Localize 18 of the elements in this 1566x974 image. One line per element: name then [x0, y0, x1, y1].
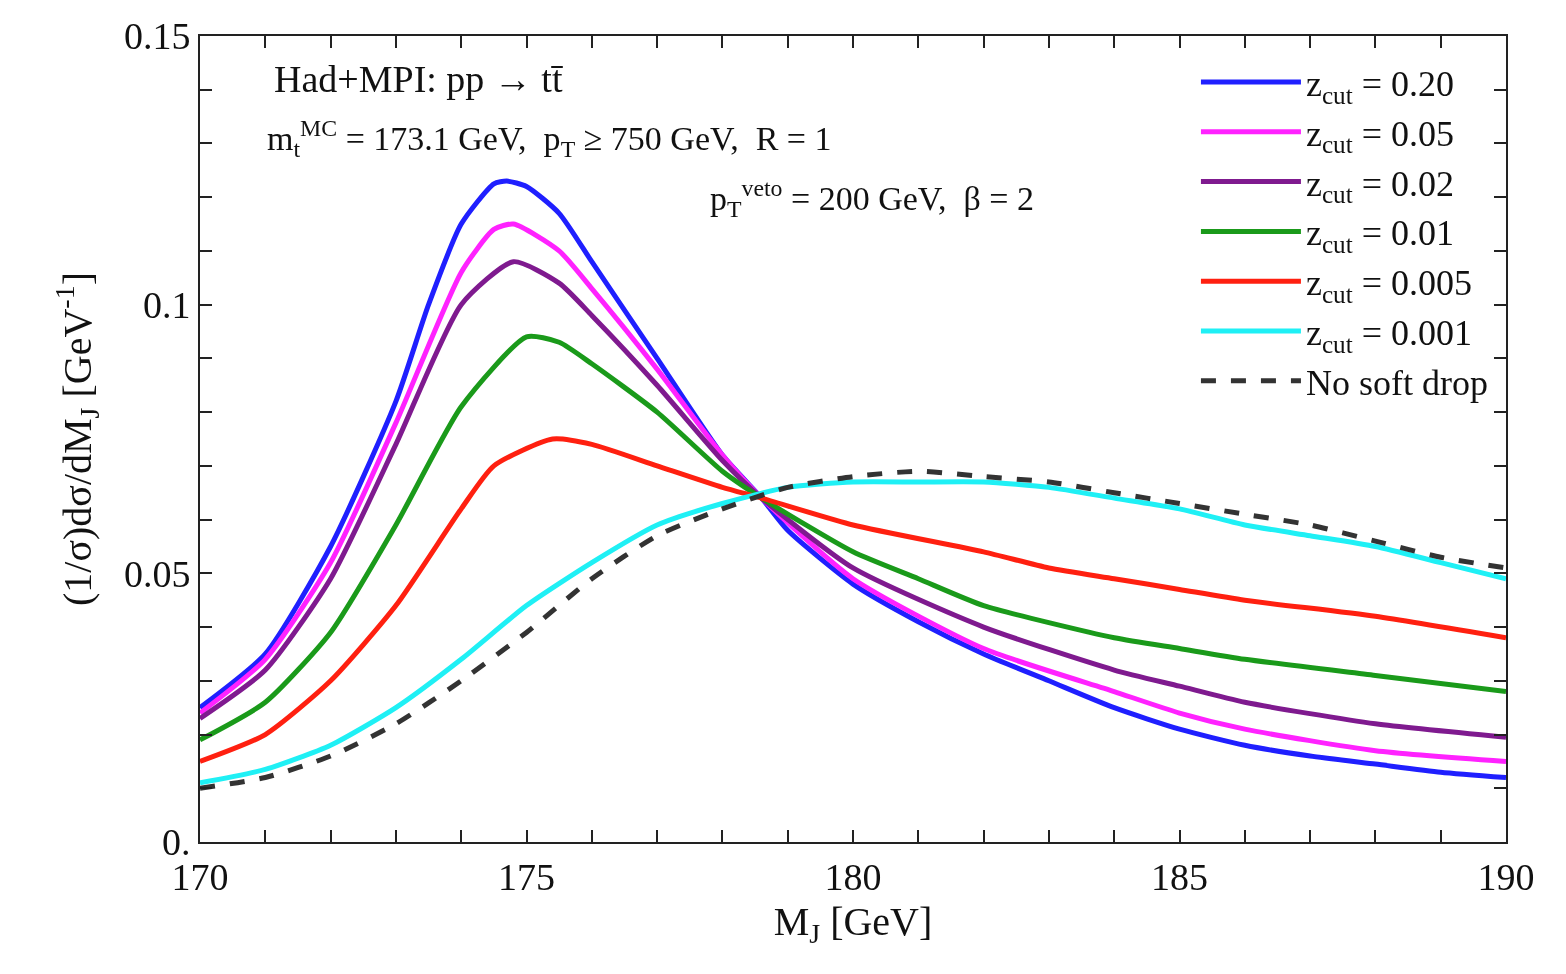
annotation: p$_{T}$$^{veto}$ = 200 GeV, β = 2 — [710, 175, 1034, 223]
legend-label: No soft drop — [1305, 362, 1488, 403]
legend-label: z$_{cut}$ = 0.005 — [1305, 263, 1473, 308]
annotation: Had+MPI: pp → tt̄ — [274, 58, 564, 100]
legend-label: z$_{cut}$ = 0.001 — [1305, 313, 1473, 358]
annotation: m$_{t}$$^{MC}$ = 173.1 GeV, p$_{T}$ ≥ 750 GeV, R = 1 — [267, 115, 832, 163]
x-axis-title: M$_{J}$ [GeV] — [773, 898, 933, 949]
legend-label: z$_{cut}$ = 0.20 — [1305, 64, 1455, 109]
x-tick-label: 190 — [1477, 855, 1535, 898]
y-tick-label: 0.05 — [123, 552, 191, 595]
legend-label: z$_{cut}$ = 0.02 — [1305, 163, 1455, 209]
x-tick-label: 180 — [824, 855, 882, 898]
x-tick-label: 185 — [1151, 855, 1208, 898]
legend-label: z$_{cut}$ = 0.01 — [1305, 213, 1455, 259]
y-tick-label: 0.15 — [123, 15, 191, 58]
legend-label: z$_{cut}$ = 0.05 — [1305, 113, 1455, 159]
x-tick-label: 175 — [498, 855, 555, 898]
y-tick-label: 0.1 — [142, 283, 191, 326]
